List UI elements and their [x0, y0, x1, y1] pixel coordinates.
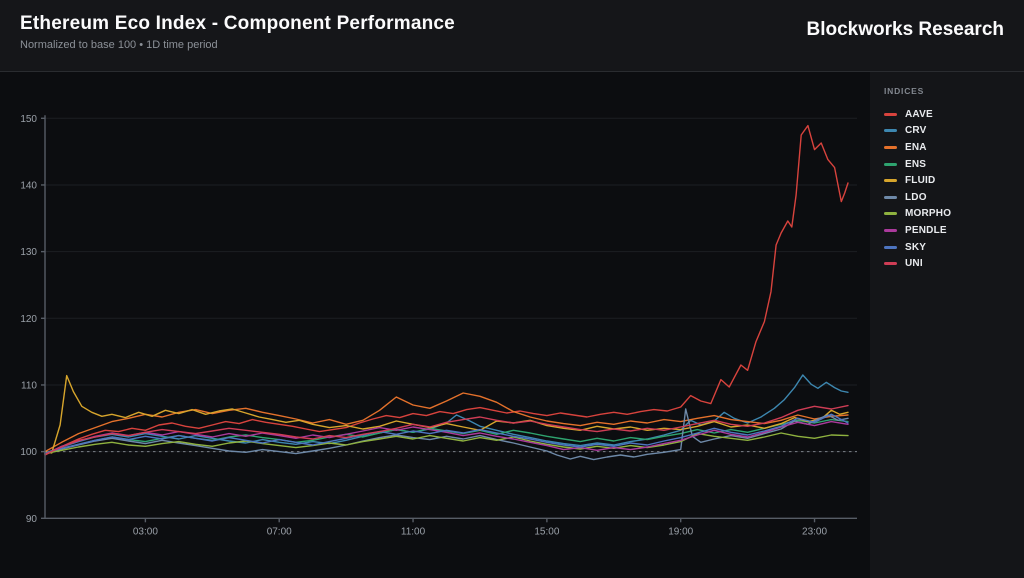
legend-item-aave[interactable]: AAVE	[884, 106, 1014, 123]
x-tick-label: 07:00	[267, 526, 292, 537]
legend-swatch-icon	[884, 228, 897, 232]
series-line-morpho[interactable]	[44, 432, 849, 455]
legend-swatch-icon	[884, 212, 897, 216]
legend-swatch-icon	[884, 245, 897, 249]
legend-item-label: SKY	[905, 241, 927, 253]
legend-item-label: ENS	[905, 158, 927, 170]
legend-item-label: FLUID	[905, 175, 936, 187]
y-tick-label: 120	[20, 314, 37, 325]
legend-item-label: CRV	[905, 125, 927, 137]
grid-lines	[45, 117, 857, 453]
series-line-fluid[interactable]	[44, 374, 849, 454]
legend-item-ldo[interactable]: LDO	[884, 189, 1014, 206]
x-tick-label: 23:00	[802, 526, 827, 537]
legend-item-pendle[interactable]: PENDLE	[884, 222, 1014, 239]
main-area: 90 100 110 120 130 140 150 03:00 07:00 11:00 15:00…	[0, 72, 1024, 578]
axis-labels: 90 100 110 120 130 140 150 03:00 07:00 11:00 15:00…	[20, 114, 827, 537]
legend-item-morpho[interactable]: MORPHO	[884, 206, 1014, 223]
legend-item-uni[interactable]: UNI	[884, 255, 1014, 272]
legend-item-ens[interactable]: ENS	[884, 156, 1014, 173]
legend-title: INDICES	[884, 86, 925, 96]
y-tick-label: 110	[21, 380, 37, 391]
y-tick-label: 130	[20, 247, 37, 258]
legend-item-label: UNI	[905, 258, 923, 270]
legend-swatch-icon	[884, 179, 897, 183]
y-tick-label: 100	[20, 447, 37, 458]
series-line-uni[interactable]	[44, 404, 849, 455]
legend-item-ena[interactable]: ENA	[884, 139, 1014, 156]
chart-panel: 90 100 110 120 130 140 150 03:00 07:00 11:00 15:00…	[0, 72, 870, 578]
legend-item-sky[interactable]: SKY	[884, 239, 1014, 256]
legend-swatch-icon	[884, 162, 897, 166]
legend-item-label: AAVE	[905, 108, 933, 120]
legend-swatch-icon	[884, 129, 897, 133]
legend-item-crv[interactable]: CRV	[884, 123, 1014, 140]
series-line-aave[interactable]	[44, 124, 849, 456]
legend-swatch-icon	[884, 145, 897, 149]
legend-item-fluid[interactable]: FLUID	[884, 172, 1014, 189]
legend-swatch-icon	[884, 112, 897, 116]
page-subtitle: Normalized to base 100 • 1D time period	[20, 39, 218, 51]
x-tick-label: 11:00	[401, 526, 426, 537]
performance-chart: 90 100 110 120 130 140 150 03:00 07:00 11:00 15:00…	[20, 114, 857, 537]
y-tick-label: 140	[20, 180, 37, 191]
legend-swatch-icon	[884, 262, 897, 266]
page-title: Ethereum Eco Index - Component Performan…	[20, 13, 455, 34]
series-lines	[44, 124, 849, 461]
page-header: Ethereum Eco Index - Component Performan…	[0, 0, 1024, 72]
axes	[41, 115, 857, 523]
legend-item-label: MORPHO	[905, 208, 952, 220]
x-tick-label: 19:00	[668, 526, 693, 537]
brand-logo: Blockworks Research	[806, 19, 1005, 40]
legend-item-label: ENA	[905, 141, 927, 153]
header-titles: Ethereum Eco Index - Component Performan…	[20, 13, 455, 51]
x-tick-label: 15:00	[534, 526, 559, 537]
series-line-sky[interactable]	[44, 413, 849, 454]
legend-list: AAVE CRV ENA ENS FLUID LDO MORPHO PENDLE SKY UNI	[884, 106, 1014, 272]
y-tick-label: 90	[26, 514, 38, 525]
legend-panel: INDICES AAVE CRV ENA ENS FLUID LDO MORPHO PENDL…	[870, 72, 1024, 578]
legend-item-label: LDO	[905, 191, 927, 203]
y-tick-label: 150	[20, 114, 37, 125]
x-tick-label: 03:00	[133, 526, 158, 537]
series-line-crv[interactable]	[44, 374, 849, 454]
legend-swatch-icon	[884, 195, 897, 199]
legend-item-label: PENDLE	[905, 224, 947, 236]
series-line-ena[interactable]	[44, 392, 849, 453]
